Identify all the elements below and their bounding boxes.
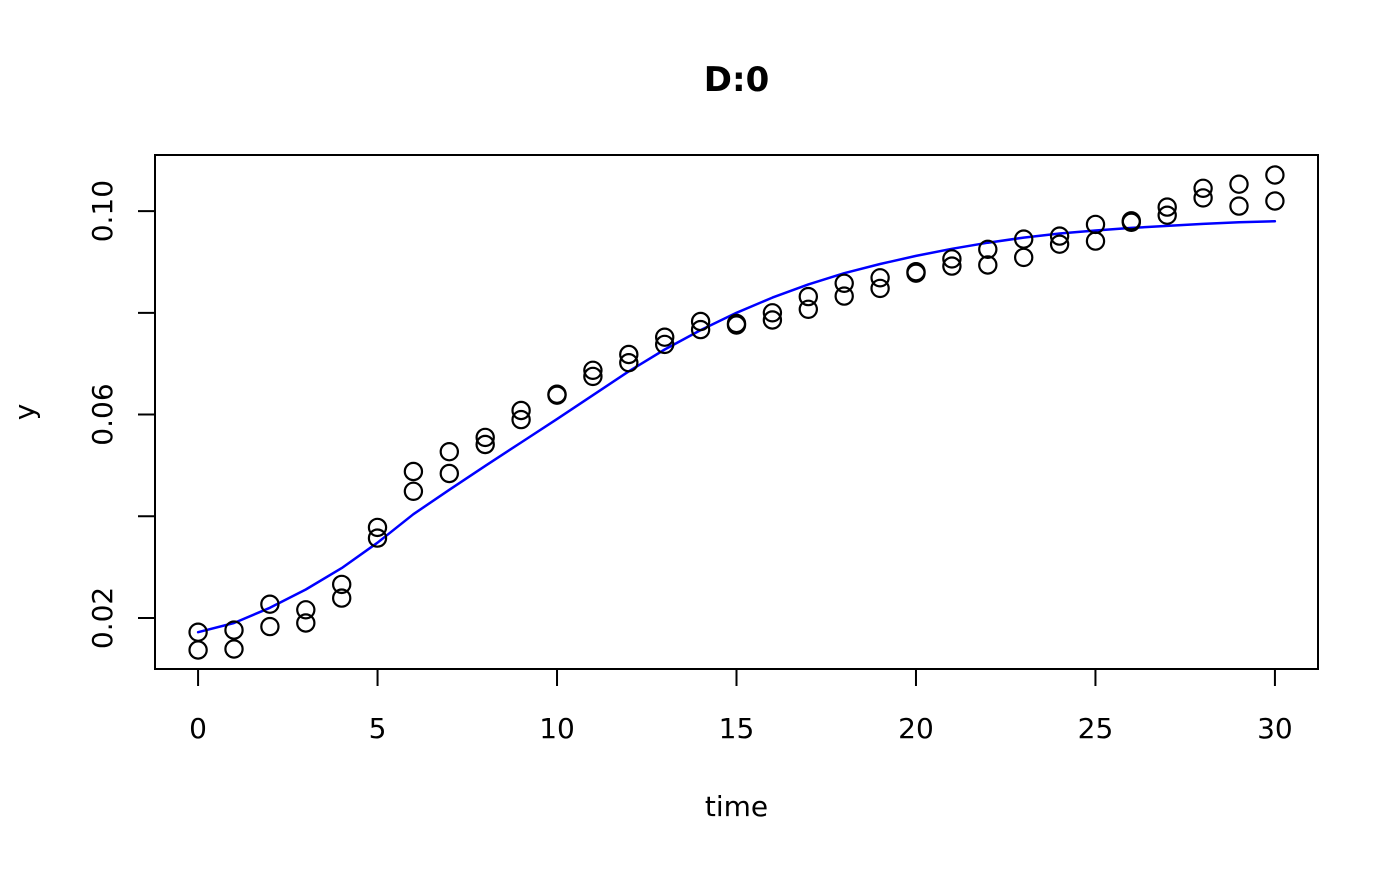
fitted-curve-line: [196, 220, 1277, 634]
chart-title: D:0: [704, 60, 769, 100]
data-point: [332, 588, 352, 608]
y-tick-label: 0.06: [86, 383, 119, 445]
data-point: [762, 310, 783, 330]
x-tick-label: 10: [539, 712, 575, 745]
data-point: [942, 249, 962, 269]
y-axis-title: y: [8, 404, 41, 421]
data-point: [547, 385, 567, 405]
data-point: [367, 517, 388, 538]
data-point: [1265, 165, 1285, 185]
x-tick-label: 0: [189, 712, 207, 745]
data-point: [834, 286, 854, 306]
data-point: [260, 616, 280, 637]
x-tick-label: 25: [1078, 712, 1114, 745]
data-point: [439, 463, 459, 484]
data-point: [1229, 196, 1249, 216]
data-point: [798, 286, 819, 307]
y-tick-label: 0.10: [86, 180, 119, 242]
data-point: [619, 344, 639, 365]
data-point: [583, 366, 603, 387]
data-point: [655, 327, 675, 347]
x-tick-label: 15: [719, 712, 755, 745]
data-point: [906, 263, 926, 283]
data-point: [1121, 212, 1142, 232]
y-tick-label: 0.02: [86, 587, 119, 649]
data-point: [978, 239, 998, 259]
data-point: [978, 255, 998, 275]
data-point: [1229, 174, 1249, 194]
data-point: [296, 613, 316, 633]
x-axis-title: time: [705, 790, 768, 823]
data-point: [511, 409, 531, 430]
data-point: [367, 528, 388, 548]
data-point: [1265, 191, 1285, 211]
data-point: [655, 334, 675, 355]
data-point: [1193, 178, 1213, 198]
data-point: [475, 427, 495, 448]
data-point: [1157, 205, 1177, 225]
data-point: [475, 434, 495, 455]
data-point: [403, 461, 424, 482]
data-point: [260, 594, 280, 614]
data-point: [619, 353, 639, 373]
data-point: [583, 360, 603, 380]
data-point: [1049, 226, 1070, 246]
data-point: [1193, 188, 1213, 208]
data-point: [332, 574, 352, 595]
data-point: [690, 319, 711, 340]
data-point: [1049, 234, 1070, 254]
plot-box: [154, 154, 1319, 670]
data-point: [296, 600, 316, 620]
data-point: [726, 315, 747, 335]
data-point: [834, 273, 854, 293]
data-point: [439, 442, 459, 462]
data-point: [690, 311, 711, 332]
data-point: [870, 278, 890, 299]
data-point: [1085, 231, 1106, 251]
data-point: [870, 268, 890, 288]
x-tick-label: 20: [898, 712, 934, 745]
data-point: [942, 256, 962, 276]
data-point: [224, 620, 244, 640]
scatter-points-group: [188, 165, 1285, 660]
data-point: [403, 481, 424, 501]
data-point: [188, 640, 208, 660]
data-point: [224, 639, 244, 659]
x-axis: 0 5 10 15 20 25 30: [189, 669, 1293, 745]
x-tick-label: 30: [1257, 712, 1293, 745]
y-axis: 0.02 0.06 0.10: [86, 180, 155, 649]
data-point: [511, 400, 531, 421]
x-tick-label: 5: [369, 712, 387, 745]
data-point: [1157, 197, 1177, 217]
data-point: [1014, 247, 1034, 268]
data-point: [798, 299, 819, 319]
data-point: [762, 303, 783, 323]
